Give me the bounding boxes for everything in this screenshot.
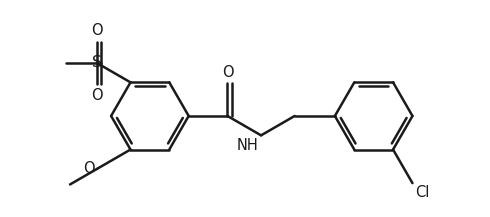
Text: NH: NH [236,138,258,153]
Text: O: O [91,88,103,103]
Text: Cl: Cl [416,185,430,200]
Text: S: S [92,56,102,71]
Text: O: O [221,65,233,80]
Text: O: O [91,23,103,38]
Text: O: O [83,161,95,176]
